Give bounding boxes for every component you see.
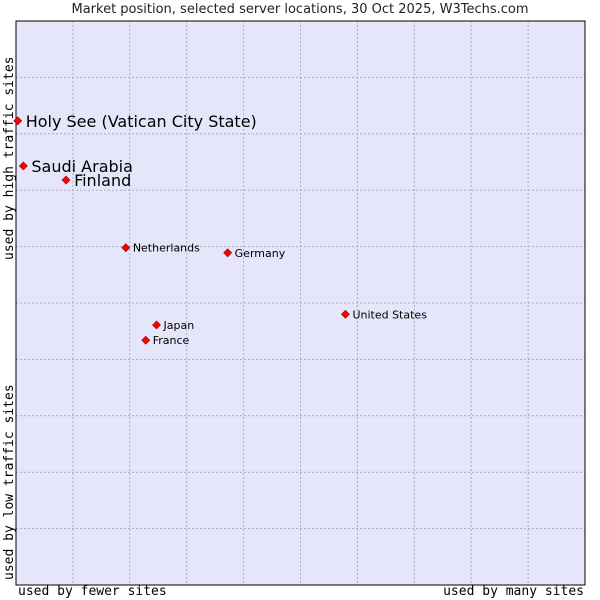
data-point-label: Saudi Arabia xyxy=(31,157,133,176)
plot-border xyxy=(15,20,586,586)
chart-title: Market position, selected server locatio… xyxy=(71,2,529,17)
data-point-marker xyxy=(341,309,350,319)
data-point-marker xyxy=(121,243,131,253)
data-point-marker xyxy=(18,161,28,171)
data-point-label: France xyxy=(153,334,190,347)
data-point-label: Netherlands xyxy=(133,242,200,255)
data-point-marker xyxy=(13,116,23,126)
data-point-marker xyxy=(152,320,161,330)
data-point-label: Germany xyxy=(235,247,286,260)
x-axis-label-right: used by many sites xyxy=(443,584,584,599)
y-axis-label-bottom: used by low traffic sites xyxy=(2,384,17,580)
data-point-label: Finland xyxy=(74,171,131,190)
data-point-marker xyxy=(61,175,71,185)
data-point-label: Japan xyxy=(163,319,195,332)
data-point-marker xyxy=(141,335,151,345)
data-point-label: United States xyxy=(352,308,427,321)
data-point-marker xyxy=(223,248,233,258)
data-point-label: Holy See (Vatican City State) xyxy=(26,112,257,131)
x-axis-label-left: used by fewer sites xyxy=(18,584,167,599)
y-axis-label-top: used by high traffic sites xyxy=(2,56,17,261)
